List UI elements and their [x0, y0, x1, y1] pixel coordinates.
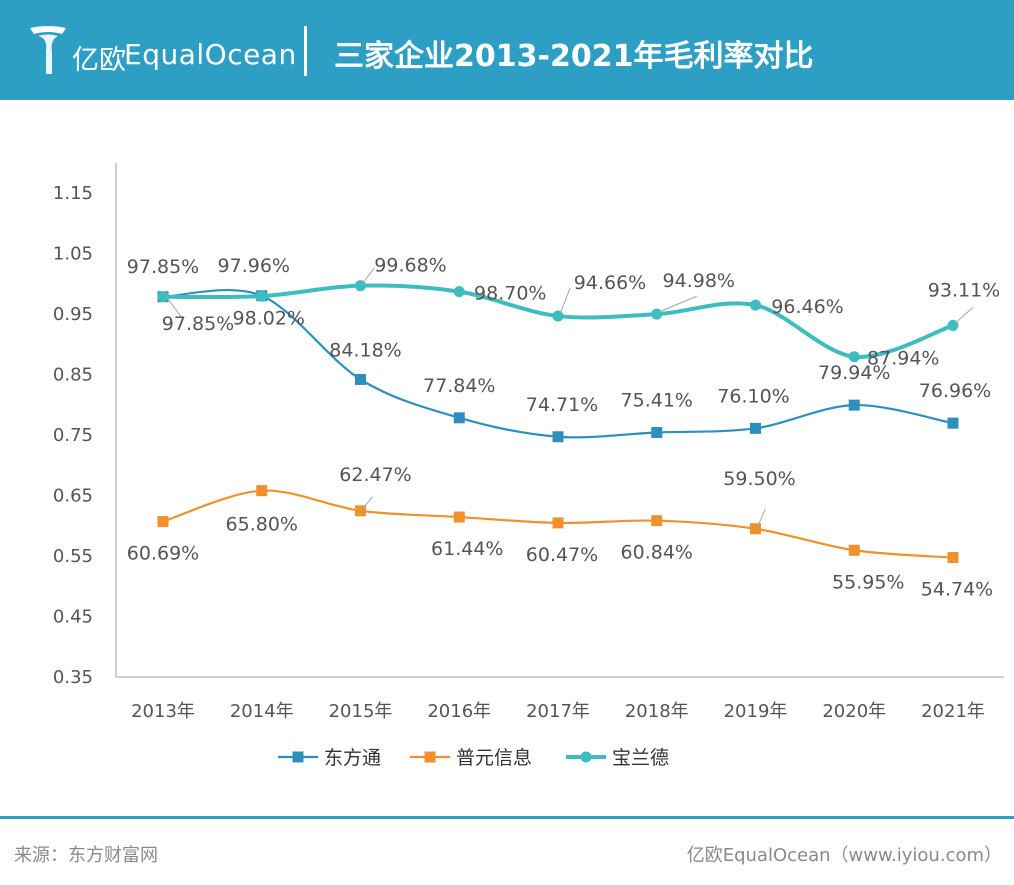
data-label: 60.84%	[621, 542, 693, 564]
label-leader-line	[757, 508, 766, 527]
data-label: 74.71%	[526, 394, 598, 416]
x-tick-label: 2019年	[724, 701, 788, 722]
x-tick-label: 2017年	[526, 701, 590, 722]
data-point	[453, 286, 465, 298]
data-label: 94.66%	[574, 272, 646, 294]
legend-label: 宝兰德	[612, 747, 669, 769]
label-leader-line	[559, 287, 571, 315]
data-point	[947, 417, 959, 429]
x-tick-label: 2021年	[921, 701, 985, 722]
y-tick-label: 1.15	[53, 183, 93, 204]
data-label: 79.94%	[818, 362, 890, 384]
label-leader-line	[164, 294, 182, 318]
y-tick-label: 0.85	[53, 365, 93, 386]
data-point	[651, 515, 663, 527]
x-tick-label: 2015年	[329, 701, 393, 722]
data-point	[453, 511, 465, 523]
data-label: 97.85%	[162, 313, 234, 335]
data-point	[157, 516, 169, 528]
page-title: 三家企业2013-2021年毛利率对比	[334, 39, 814, 74]
data-point	[947, 552, 959, 564]
data-point	[157, 291, 169, 303]
data-label: 77.84%	[423, 375, 495, 397]
data-label: 98.02%	[233, 308, 305, 330]
brand-name-en: EqualOcean	[124, 38, 297, 71]
x-tick-label: 2013年	[131, 701, 195, 722]
data-point	[750, 422, 761, 434]
legend-label: 东方通	[324, 747, 381, 769]
data-label: 76.96%	[919, 380, 991, 402]
x-tick-label: 2018年	[625, 701, 689, 722]
data-point	[848, 351, 860, 363]
data-point	[651, 308, 663, 320]
x-tick-label: 2016年	[427, 701, 491, 722]
data-point	[552, 310, 564, 322]
legend-marker	[292, 751, 304, 763]
data-label: 62.47%	[339, 464, 411, 486]
source-note: 来源：东方财富网	[14, 845, 158, 866]
y-tick-label: 0.95	[53, 304, 93, 325]
data-label: 84.18%	[329, 339, 401, 361]
data-label: 60.47%	[526, 544, 598, 566]
data-label: 76.10%	[717, 385, 789, 407]
y-tick-label: 1.05	[53, 244, 93, 265]
data-label: 98.70%	[474, 283, 546, 305]
data-label: 60.69%	[127, 543, 199, 565]
data-point	[256, 485, 268, 497]
header-banner: 亿欧 EqualOcean 三家企业2013-2021年毛利率对比	[0, 0, 1014, 100]
chart: 1.15 1.05 0.95 0.85 0.75 0.65 0.55 0.45 0.35 2013…	[53, 163, 1004, 769]
y-tick-label: 0.65	[53, 486, 93, 507]
data-point	[750, 299, 761, 311]
data-label: 99.68%	[374, 255, 446, 277]
data-label: 75.41%	[621, 390, 693, 412]
data-point	[355, 373, 366, 385]
data-point	[651, 427, 663, 439]
data-point	[355, 505, 366, 517]
data-label: 93.11%	[928, 279, 1000, 301]
data-label: 94.98%	[663, 270, 735, 292]
data-label: 59.50%	[723, 468, 795, 490]
data-point	[552, 431, 564, 443]
data-label: 87.94%	[867, 348, 939, 370]
header-divider	[304, 26, 307, 76]
data-label: 97.96%	[218, 255, 290, 277]
footer-divider	[0, 816, 1014, 819]
equalocean-logo-icon	[30, 26, 66, 74]
data-point	[848, 544, 860, 556]
data-label: 97.85%	[127, 256, 199, 278]
legend-marker	[424, 751, 436, 763]
credit-note: 亿欧EqualOcean（www.iyiou.com）	[686, 845, 1002, 866]
data-point	[750, 523, 761, 535]
data-point	[552, 517, 564, 529]
label-leader-line	[362, 496, 373, 510]
label-leader-line	[362, 267, 375, 284]
data-label: 55.95%	[832, 571, 904, 593]
y-tick-label: 0.35	[53, 667, 93, 688]
data-point	[256, 290, 268, 302]
label-leader-line	[658, 295, 697, 313]
data-point	[453, 412, 465, 424]
data-label: 96.46%	[771, 296, 843, 318]
legend-marker	[580, 751, 592, 763]
y-tick-label: 0.45	[53, 607, 93, 628]
y-tick-label: 0.75	[53, 425, 93, 446]
data-label: 65.80%	[226, 514, 298, 536]
data-label: 54.74%	[921, 579, 993, 601]
x-tick-label: 2014年	[230, 701, 294, 722]
x-tick-label: 2020年	[822, 701, 886, 722]
brand-name-cn: 亿欧	[72, 45, 126, 76]
data-point	[848, 399, 860, 411]
label-leader-line	[954, 307, 974, 324]
y-tick-label: 0.55	[53, 546, 93, 567]
data-label: 61.44%	[431, 538, 503, 560]
legend-label: 普元信息	[456, 747, 532, 769]
